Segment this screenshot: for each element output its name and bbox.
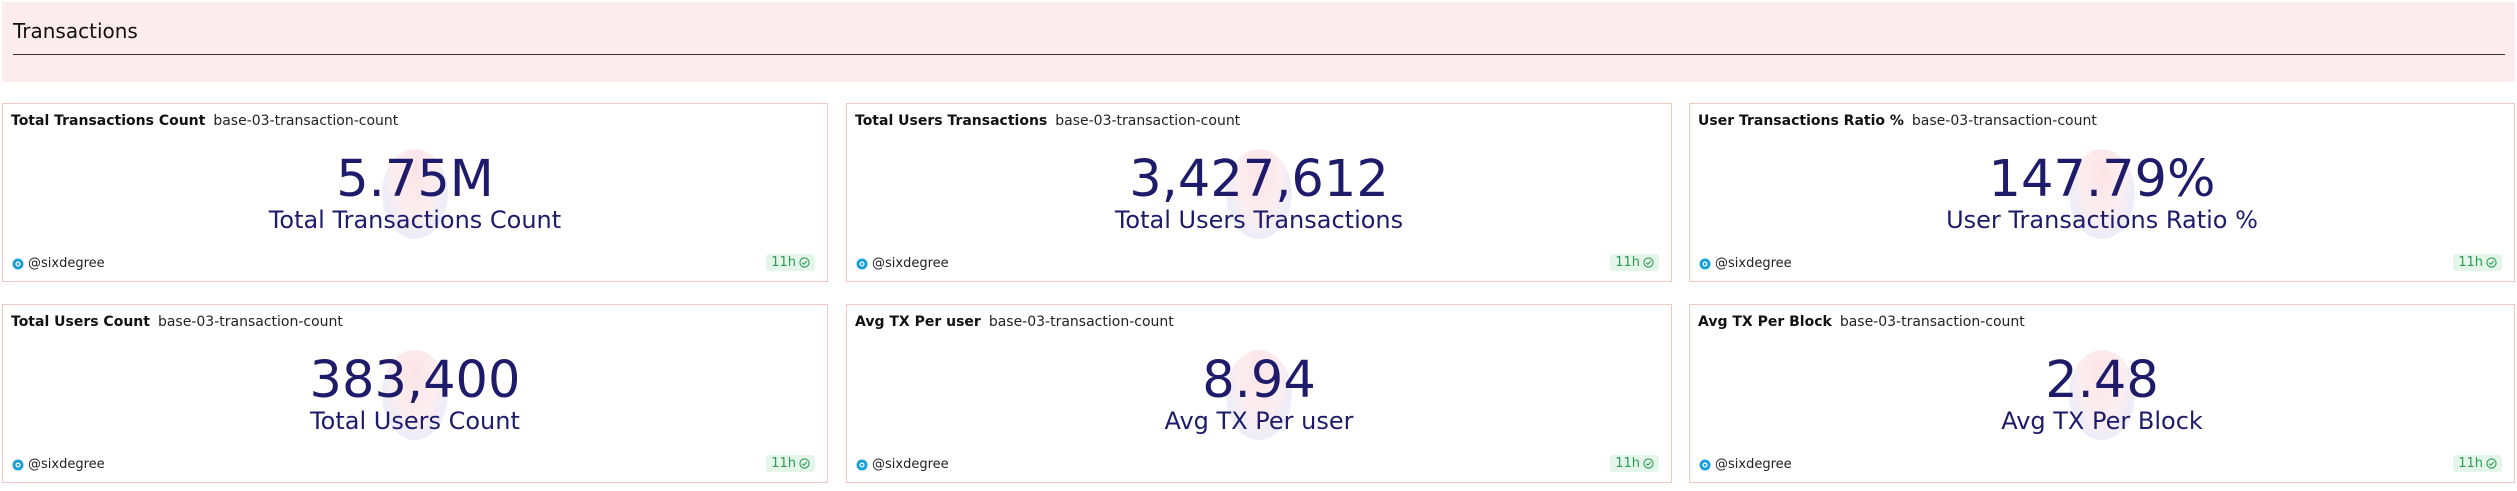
card-header: Total Users Transactions base-03-transact… xyxy=(855,113,1240,129)
card-query-name[interactable]: base-03-transaction-count xyxy=(157,314,343,330)
card-title[interactable]: Total Users Count xyxy=(11,314,150,330)
counter-card-total-transactions[interactable]: Total Transactions Count base-03-transact… xyxy=(2,103,828,282)
value-highlight xyxy=(2069,350,2135,440)
author-name[interactable]: @sixdegree xyxy=(1715,457,1792,472)
author[interactable]: @sixdegree xyxy=(12,256,105,271)
counter-value: 3,427,612 xyxy=(1129,150,1389,209)
counter-label: Avg TX Per Block xyxy=(2001,407,2203,435)
card-header: Total Transactions Count base-03-transact… xyxy=(11,113,398,129)
avatar-icon xyxy=(856,258,868,269)
age-text: 11h xyxy=(1615,255,1640,270)
card-query-name[interactable]: base-03-transaction-count xyxy=(1839,314,2025,330)
card-title[interactable]: Total Transactions Count xyxy=(11,113,206,129)
check-circle-icon xyxy=(1643,458,1654,469)
age-text: 11h xyxy=(1615,456,1640,471)
counter-label: Total Users Count xyxy=(310,407,520,435)
avatar-icon xyxy=(1699,258,1711,269)
author[interactable]: @sixdegree xyxy=(856,457,949,472)
check-circle-icon xyxy=(2486,257,2497,268)
status-badge: 11h xyxy=(766,455,815,472)
card-query-name[interactable]: base-03-transaction-count xyxy=(1911,113,2097,129)
card-title[interactable]: User Transactions Ratio % xyxy=(1698,113,1904,129)
counter-card-user-transactions-ratio[interactable]: User Transactions Ratio % base-03-transac… xyxy=(1689,103,2515,282)
card-query-name[interactable]: base-03-transaction-count xyxy=(988,314,1174,330)
section-title: Transactions xyxy=(13,19,138,43)
counter-card-avg-tx-per-block[interactable]: Avg TX Per Block base-03-transaction-coun… xyxy=(1689,304,2515,483)
check-circle-icon xyxy=(799,458,810,469)
author-name[interactable]: @sixdegree xyxy=(28,457,105,472)
value-highlight xyxy=(1226,350,1292,440)
counter-card-avg-tx-per-user[interactable]: Avg TX Per user base-03-transaction-count… xyxy=(846,304,1672,483)
counter-value: 147.79% xyxy=(1988,150,2216,209)
counter-card-total-users[interactable]: Total Users Count base-03-transaction-cou… xyxy=(2,304,828,483)
author[interactable]: @sixdegree xyxy=(12,457,105,472)
counter-card-total-users-transactions[interactable]: Total Users Transactions base-03-transact… xyxy=(846,103,1672,282)
value-highlight xyxy=(2069,149,2135,239)
card-query-name[interactable]: base-03-transaction-count xyxy=(1055,113,1241,129)
card-title[interactable]: Avg TX Per user xyxy=(855,314,981,330)
counter-label: Avg TX Per user xyxy=(1164,407,1354,435)
card-header: User Transactions Ratio % base-03-transac… xyxy=(1698,113,2097,129)
avatar-icon xyxy=(12,459,24,470)
author[interactable]: @sixdegree xyxy=(1699,256,1792,271)
value-highlight xyxy=(382,149,448,239)
value-highlight xyxy=(382,350,448,440)
card-header: Avg TX Per user base-03-transaction-count xyxy=(855,314,1174,330)
card-query-name[interactable]: base-03-transaction-count xyxy=(213,113,399,129)
status-badge: 11h xyxy=(2453,254,2502,271)
card-header: Avg TX Per Block base-03-transaction-coun… xyxy=(1698,314,2025,330)
counter-value: 5.75M xyxy=(336,150,494,209)
avatar-icon xyxy=(1699,459,1711,470)
section-header: Transactions xyxy=(2,2,2515,82)
author-name[interactable]: @sixdegree xyxy=(28,256,105,271)
check-circle-icon xyxy=(799,257,810,268)
value-highlight xyxy=(1226,149,1292,239)
age-text: 11h xyxy=(2458,456,2483,471)
avatar-icon xyxy=(12,258,24,269)
counter-value: 8.94 xyxy=(1202,351,1316,410)
author-name[interactable]: @sixdegree xyxy=(872,256,949,271)
status-badge: 11h xyxy=(1610,254,1659,271)
counter-value: 383,400 xyxy=(309,351,521,410)
status-badge: 11h xyxy=(1610,455,1659,472)
age-text: 11h xyxy=(771,255,796,270)
counter-label: Total Transactions Count xyxy=(268,206,562,234)
status-badge: 11h xyxy=(766,254,815,271)
author-name[interactable]: @sixdegree xyxy=(872,457,949,472)
counter-value: 2.48 xyxy=(2045,351,2159,410)
section-divider xyxy=(13,54,2505,55)
card-header: Total Users Count base-03-transaction-cou… xyxy=(11,314,343,330)
card-title[interactable]: Total Users Transactions xyxy=(855,113,1048,129)
check-circle-icon xyxy=(2486,458,2497,469)
age-text: 11h xyxy=(2458,255,2483,270)
author-name[interactable]: @sixdegree xyxy=(1715,256,1792,271)
author[interactable]: @sixdegree xyxy=(1699,457,1792,472)
counter-label: Total Users Transactions xyxy=(1114,206,1404,234)
status-badge: 11h xyxy=(2453,455,2502,472)
card-title[interactable]: Avg TX Per Block xyxy=(1698,314,1832,330)
age-text: 11h xyxy=(771,456,796,471)
counter-label: User Transactions Ratio % xyxy=(1946,206,2258,234)
author[interactable]: @sixdegree xyxy=(856,256,949,271)
avatar-icon xyxy=(856,459,868,470)
check-circle-icon xyxy=(1643,257,1654,268)
